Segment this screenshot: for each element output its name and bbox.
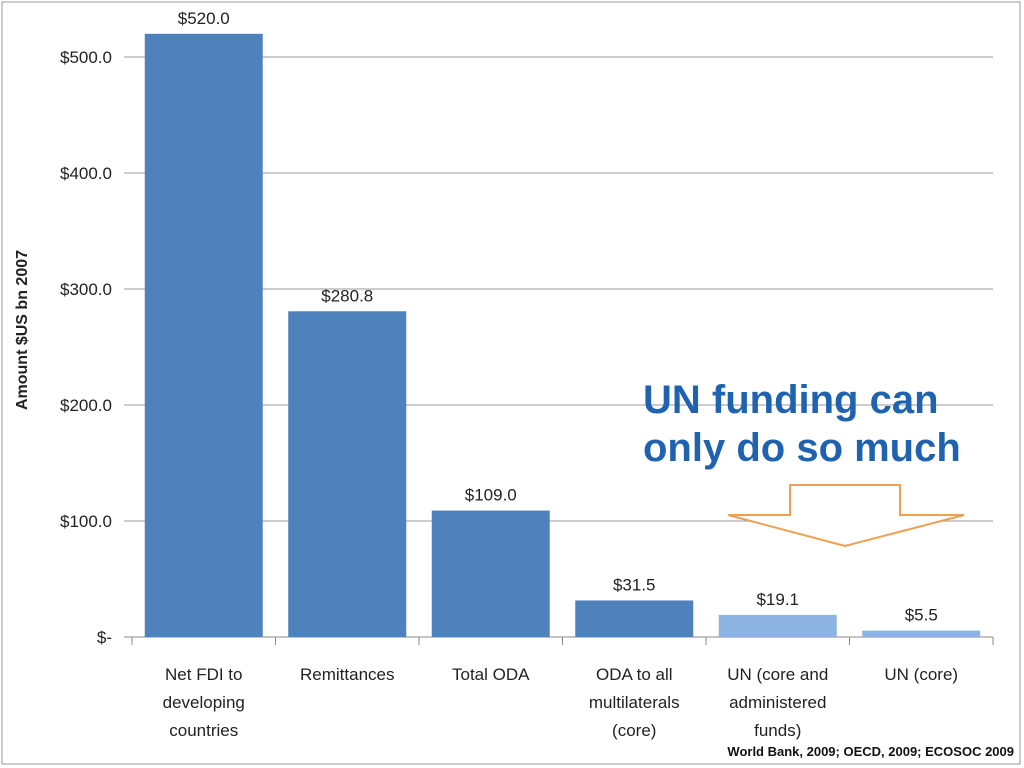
category-label: UN (core and (727, 665, 828, 684)
category-label: funds) (754, 721, 801, 740)
y-tick-label: $200.0 (60, 396, 112, 415)
category-label: Total ODA (452, 665, 530, 684)
category-labels: Net FDI to developing countries Remittances… (163, 665, 958, 740)
bar (862, 630, 981, 637)
category-label: countries (169, 721, 238, 740)
category-label: Net FDI to (165, 665, 242, 684)
category-label: developing (163, 693, 245, 712)
y-axis-ticks: $- $100.0 $200.0 $300.0 $400.0 $500.0 (60, 48, 112, 647)
bar (288, 311, 407, 637)
data-label: $280.8 (321, 286, 373, 305)
category-label: ODA to all (596, 665, 673, 684)
bars (144, 33, 981, 638)
category-label: multilaterals (589, 693, 680, 712)
y-tick-label: $300.0 (60, 280, 112, 299)
callout-text: UN funding can only do so much (643, 376, 1018, 472)
bar (431, 510, 550, 637)
source-citation: World Bank, 2009; OECD, 2009; ECOSOC 200… (727, 744, 1014, 759)
category-label: (core) (612, 721, 656, 740)
data-label: $19.1 (756, 590, 799, 609)
value-labels: $520.0 $280.8 $109.0 $31.5 $19.1 $5.5 (178, 9, 938, 625)
category-label: Remittances (300, 665, 394, 684)
data-label: $5.5 (905, 606, 938, 625)
callout-line-1: UN funding can (643, 378, 939, 422)
bar (575, 600, 694, 637)
category-label: administered (729, 693, 826, 712)
bar (718, 614, 837, 637)
y-tick-label: $500.0 (60, 48, 112, 67)
y-tick-label: $400.0 (60, 164, 112, 183)
y-tick-label: $- (97, 628, 112, 647)
data-label: $31.5 (613, 575, 656, 594)
down-arrow-icon (727, 484, 965, 548)
bar (144, 33, 263, 638)
data-label: $109.0 (465, 486, 517, 505)
data-label: $520.0 (178, 9, 230, 28)
callout-line-2: only do so much (643, 426, 961, 470)
y-axis-label: Amount $US bn 2007 (14, 250, 31, 410)
category-label: UN (core) (884, 665, 958, 684)
y-tick-label: $100.0 (60, 512, 112, 531)
